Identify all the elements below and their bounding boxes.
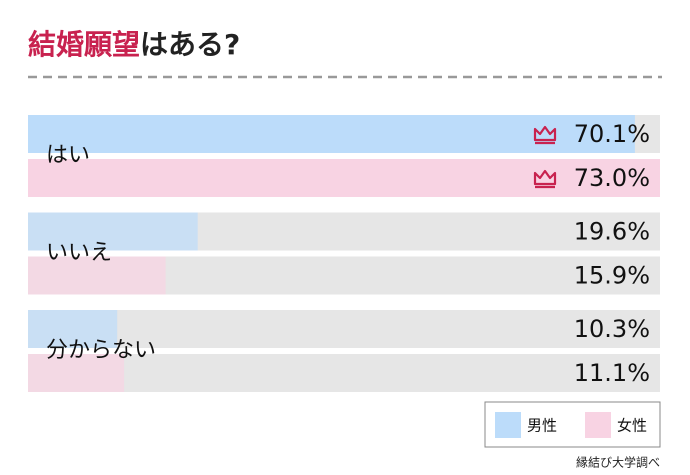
bar-track xyxy=(28,354,660,392)
bar xyxy=(28,354,125,392)
legend-label: 男性 xyxy=(527,417,557,435)
title-highlight: 結婚願望 xyxy=(28,28,140,61)
crown-shape xyxy=(533,169,557,189)
chart-title: 結婚願望はある? xyxy=(28,28,240,61)
category-label: 分からない xyxy=(46,338,156,363)
bar xyxy=(28,256,166,295)
legend-label: 女性 xyxy=(617,417,647,435)
value-label: 11.1% xyxy=(574,359,650,387)
category-label: はい xyxy=(46,143,90,168)
value-label: 10.3% xyxy=(574,315,650,343)
crown-icon xyxy=(533,125,557,145)
bar xyxy=(28,212,198,251)
crown-icon xyxy=(533,169,557,189)
legend-box xyxy=(484,401,661,448)
bar-track xyxy=(28,310,660,348)
crown-shape xyxy=(533,125,557,145)
source: 縁結び大学調べ xyxy=(576,455,660,470)
bar xyxy=(28,159,660,197)
title-rest: はある? xyxy=(140,28,240,61)
category-label: いいえ xyxy=(46,241,112,266)
value-label: 15.9% xyxy=(574,262,650,290)
value-label: 19.6% xyxy=(574,218,650,246)
value-label: 73.0% xyxy=(574,164,650,192)
value-label: 70.1% xyxy=(574,120,650,148)
bar xyxy=(28,115,635,153)
legend-swatch xyxy=(495,412,521,438)
legend-swatch xyxy=(585,412,611,438)
bar xyxy=(28,310,118,348)
